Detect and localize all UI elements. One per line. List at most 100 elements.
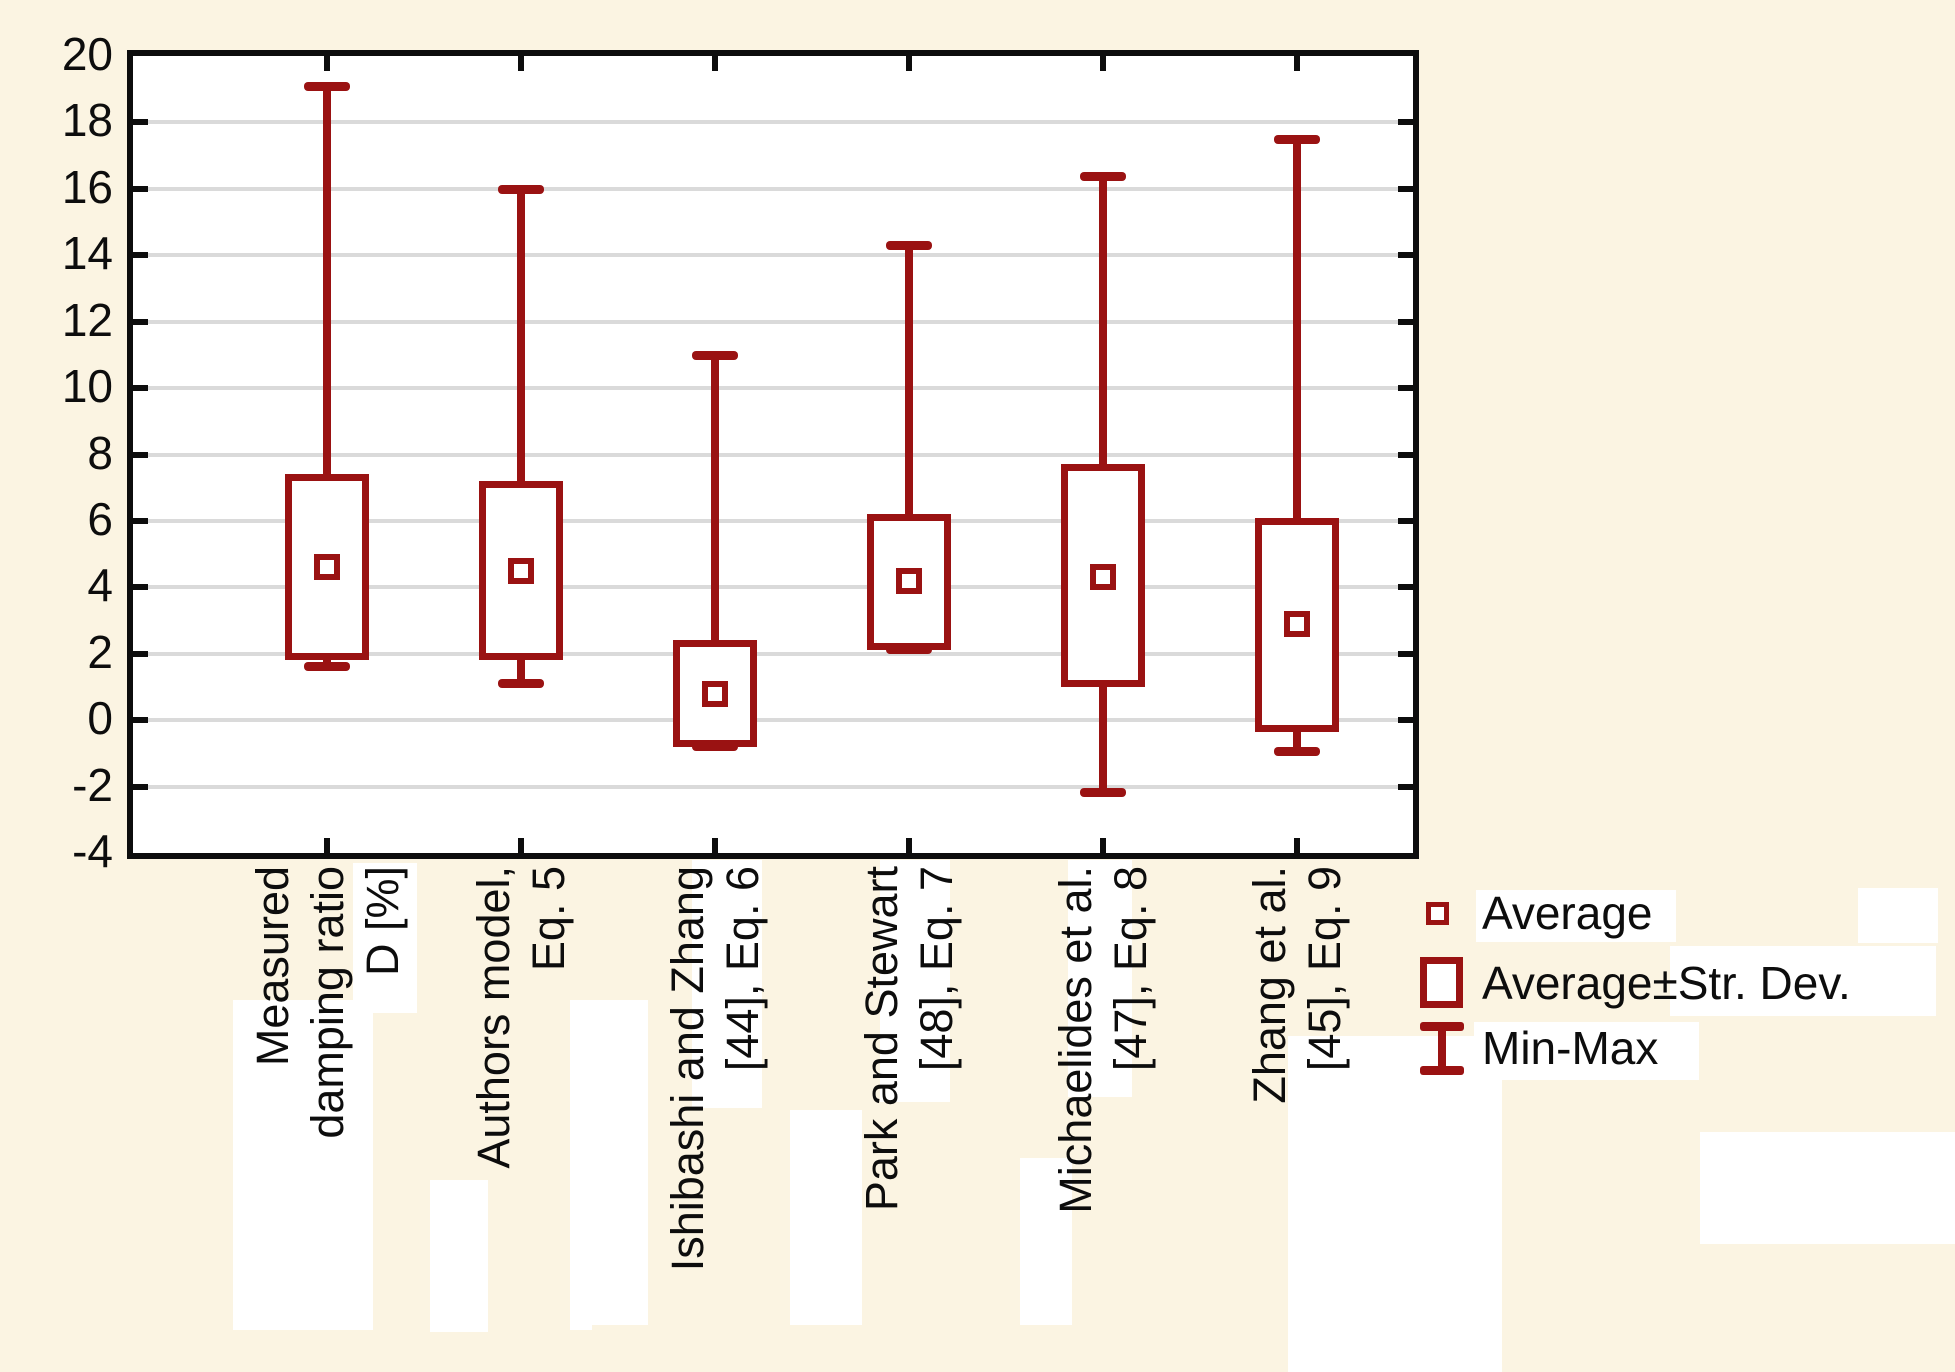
x-tick-top	[906, 56, 912, 71]
background-patch	[1068, 860, 1132, 1097]
x-tick-top	[1100, 56, 1106, 71]
minmax-whisker-line	[1293, 139, 1301, 752]
background-patch	[588, 1000, 648, 1325]
average-marker	[314, 554, 340, 581]
y-tick-left	[133, 385, 148, 392]
y-tick-left	[133, 119, 148, 126]
minmax-whisker-cap-min	[1080, 788, 1126, 798]
legend-minmax-icon-cap-bottom	[1420, 1066, 1464, 1075]
x-tick-bottom	[1100, 838, 1106, 853]
gridline	[136, 784, 1410, 789]
background-patch	[1020, 1158, 1072, 1325]
y-tick-right	[1398, 119, 1413, 126]
background-patch	[430, 1180, 488, 1332]
gridline	[136, 186, 1410, 191]
legend-minmax-label: Min-Max	[1482, 1022, 1659, 1074]
legend-stddev-box-icon	[1420, 957, 1463, 1008]
minmax-whisker-cap-max	[1274, 135, 1320, 145]
y-tick-right	[1398, 717, 1413, 724]
y-tick-left	[133, 783, 148, 790]
background-patch	[880, 860, 950, 1102]
y-tick-label: 18	[61, 94, 113, 147]
legend-stddev-label: Average±Str. Dev.	[1482, 957, 1851, 1009]
average-marker	[896, 567, 922, 594]
gridline	[136, 518, 1410, 523]
minmax-whisker-line	[711, 354, 719, 747]
x-tick-top	[712, 56, 718, 71]
y-tick-label: -2	[72, 758, 113, 811]
y-tick-right	[1398, 517, 1413, 524]
x-tick-bottom	[712, 838, 718, 853]
gridline	[136, 651, 1410, 656]
minmax-whisker-cap-max	[886, 241, 932, 251]
x-tick-bottom	[906, 838, 912, 853]
stddev-box	[673, 640, 757, 747]
gridline	[136, 253, 1410, 258]
y-tick-right	[1398, 783, 1413, 790]
minmax-whisker-cap-min	[1274, 746, 1320, 756]
y-tick-right	[1398, 385, 1413, 392]
y-tick-right	[1398, 318, 1413, 325]
y-tick-left	[133, 252, 148, 259]
y-tick-label: 6	[87, 492, 113, 545]
gridline	[136, 585, 1410, 590]
background-patch	[1476, 890, 1676, 942]
stddev-box	[1255, 517, 1339, 732]
minmax-whisker-cap-max	[304, 81, 350, 91]
y-tick-left	[133, 717, 148, 724]
x-tick-bottom	[324, 838, 330, 853]
minmax-whisker-line	[905, 245, 913, 651]
y-tick-label: 16	[61, 160, 113, 213]
y-tick-label: -4	[72, 825, 113, 877]
y-tick-right	[1398, 185, 1413, 192]
x-tick-bottom	[1294, 838, 1300, 853]
y-tick-right	[1398, 650, 1413, 657]
background-patch	[1858, 888, 1938, 943]
y-tick-left	[133, 584, 148, 591]
x-tick-top	[1294, 56, 1300, 71]
y-tick-left	[133, 451, 148, 458]
average-marker	[702, 680, 728, 707]
x-tick-bottom	[518, 838, 524, 853]
minmax-whisker-cap-min	[498, 678, 544, 688]
average-marker	[1284, 610, 1310, 637]
background-patch	[570, 1000, 592, 1330]
y-tick-label: 2	[87, 625, 113, 678]
y-tick-left	[133, 517, 148, 524]
background-patch	[1670, 946, 1936, 1016]
minmax-whisker-cap-max	[498, 184, 544, 194]
y-tick-label: 10	[61, 360, 113, 413]
background-patch	[353, 863, 417, 1013]
y-tick-label: 14	[61, 227, 113, 280]
background-patch	[692, 860, 762, 1108]
minmax-whisker-cap-min	[304, 662, 350, 672]
gridline	[136, 718, 1410, 723]
x-tick-top	[324, 56, 330, 71]
average-marker	[508, 557, 534, 584]
legend-average-marker-icon	[1426, 902, 1449, 925]
y-tick-left	[133, 318, 148, 325]
y-tick-right	[1398, 584, 1413, 591]
y-tick-right	[1398, 451, 1413, 458]
gridline	[136, 319, 1410, 324]
y-tick-label: 12	[61, 293, 113, 346]
gridline	[136, 120, 1410, 125]
minmax-whisker-cap-max	[1080, 171, 1126, 181]
gridline	[136, 386, 1410, 391]
legend-minmax-icon	[1438, 1023, 1446, 1075]
y-tick-label: 8	[87, 426, 113, 479]
y-tick-left	[133, 650, 148, 657]
y-tick-label: 4	[87, 559, 113, 612]
background-patch	[1474, 1022, 1699, 1080]
y-tick-label: 0	[87, 692, 113, 745]
minmax-whisker-line	[517, 188, 525, 684]
average-marker	[1090, 564, 1116, 591]
gridline	[136, 452, 1410, 457]
background-patch	[1700, 1132, 1955, 1244]
y-tick-right	[1398, 252, 1413, 259]
legend-minmax-icon-cap-top	[1420, 1022, 1464, 1031]
minmax-whisker-cap-max	[692, 350, 738, 360]
background-patch	[1288, 1036, 1502, 1372]
